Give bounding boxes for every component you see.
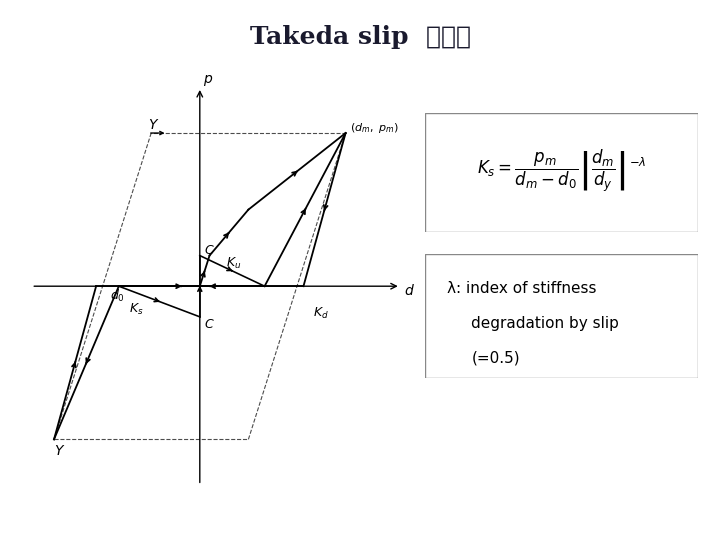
Text: $(d_m,\ p_m)$: $(d_m,\ p_m)$ <box>351 121 400 135</box>
Text: $K_d$: $K_d$ <box>313 306 329 321</box>
Text: Takeda slip  モデル: Takeda slip モデル <box>250 25 470 49</box>
Text: $p$: $p$ <box>203 73 213 88</box>
Text: $K_s = \dfrac{p_m}{d_m - d_0} \left|\dfrac{d_m}{d_y}\right|^{-\lambda}$: $K_s = \dfrac{p_m}{d_m - d_0} \left|\dfr… <box>477 147 647 194</box>
Text: $K_u$: $K_u$ <box>225 256 241 271</box>
Text: (=0.5): (=0.5) <box>472 350 520 366</box>
Text: $d_0$: $d_0$ <box>109 288 125 303</box>
Text: $Y$: $Y$ <box>148 118 159 132</box>
Text: $d$: $d$ <box>404 282 415 298</box>
Text: $C$: $C$ <box>204 318 215 332</box>
Text: $K_s$: $K_s$ <box>128 302 143 317</box>
Text: λ: index of stiffness: λ: index of stiffness <box>446 281 596 296</box>
Text: degradation by slip: degradation by slip <box>472 316 619 331</box>
Text: $C$: $C$ <box>204 244 215 256</box>
Text: $Y$: $Y$ <box>54 444 66 458</box>
